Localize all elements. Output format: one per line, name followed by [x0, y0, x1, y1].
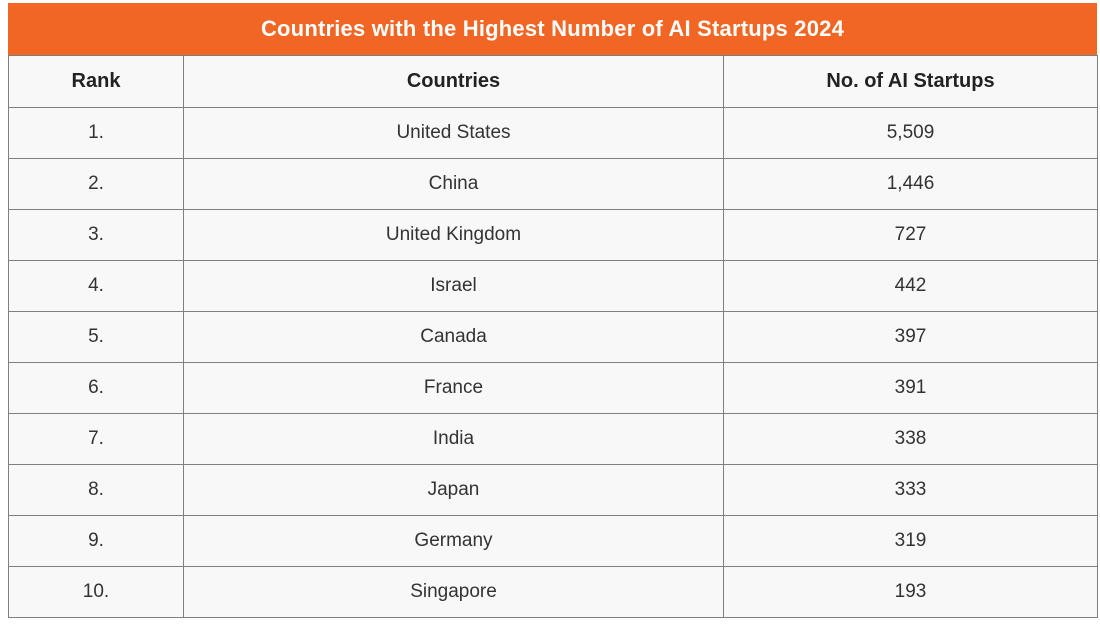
- cell-count: 727: [723, 209, 1098, 261]
- cell-rank: 6.: [8, 362, 184, 414]
- cell-count: 333: [723, 464, 1098, 516]
- header-countries: Countries: [183, 55, 724, 108]
- cell-country: Israel: [183, 260, 724, 312]
- header-count: No. of AI Startups: [723, 55, 1098, 108]
- cell-count: 193: [723, 566, 1098, 618]
- table-header: Rank Countries No. of AI Startups: [8, 55, 1098, 108]
- cell-rank: 1.: [8, 107, 184, 159]
- cell-rank: 9.: [8, 515, 184, 567]
- cell-count: 5,509: [723, 107, 1098, 159]
- table-row: 2. China 1,446: [8, 158, 1098, 210]
- cell-country: United States: [183, 107, 724, 159]
- cell-country: Japan: [183, 464, 724, 516]
- cell-count: 397: [723, 311, 1098, 363]
- cell-country: Canada: [183, 311, 724, 363]
- cell-rank: 5.: [8, 311, 184, 363]
- cell-country: Germany: [183, 515, 724, 567]
- table-row: 5. Canada 397: [8, 311, 1098, 363]
- table-row: 9. Germany 319: [8, 515, 1098, 567]
- table-row: 1. United States 5,509: [8, 107, 1098, 159]
- cell-count: 319: [723, 515, 1098, 567]
- cell-rank: 7.: [8, 413, 184, 465]
- cell-country: United Kingdom: [183, 209, 724, 261]
- table-title: Countries with the Highest Number of AI …: [260, 16, 845, 41]
- table-row: 4. Israel 442: [8, 260, 1098, 312]
- cell-count: 442: [723, 260, 1098, 312]
- cell-rank: 3.: [8, 209, 184, 261]
- cell-country: Singapore: [183, 566, 724, 618]
- cell-count: 391: [723, 362, 1098, 414]
- cell-rank: 4.: [8, 260, 184, 312]
- cell-rank: 10.: [8, 566, 184, 618]
- cell-country: China: [183, 158, 724, 210]
- table-title-bar: Countries with the Highest Number of AI …: [8, 3, 1097, 55]
- data-table: Rank Countries No. of AI Startups 1. Uni…: [8, 55, 1098, 618]
- table-row: 8. Japan 333: [8, 464, 1098, 516]
- table-body: 1. United States 5,509 2. China 1,446 3.…: [8, 107, 1098, 618]
- table-row: 3. United Kingdom 727: [8, 209, 1098, 261]
- header-row: Rank Countries No. of AI Startups: [8, 55, 1098, 108]
- table-row: 7. India 338: [8, 413, 1098, 465]
- table-row: 6. France 391: [8, 362, 1098, 414]
- cell-count: 1,446: [723, 158, 1098, 210]
- cell-rank: 2.: [8, 158, 184, 210]
- cell-country: India: [183, 413, 724, 465]
- ai-startups-table: Countries with the Highest Number of AI …: [8, 3, 1098, 618]
- header-rank: Rank: [8, 55, 184, 108]
- cell-rank: 8.: [8, 464, 184, 516]
- table-row: 10. Singapore 193: [8, 566, 1098, 618]
- cell-country: France: [183, 362, 724, 414]
- cell-count: 338: [723, 413, 1098, 465]
